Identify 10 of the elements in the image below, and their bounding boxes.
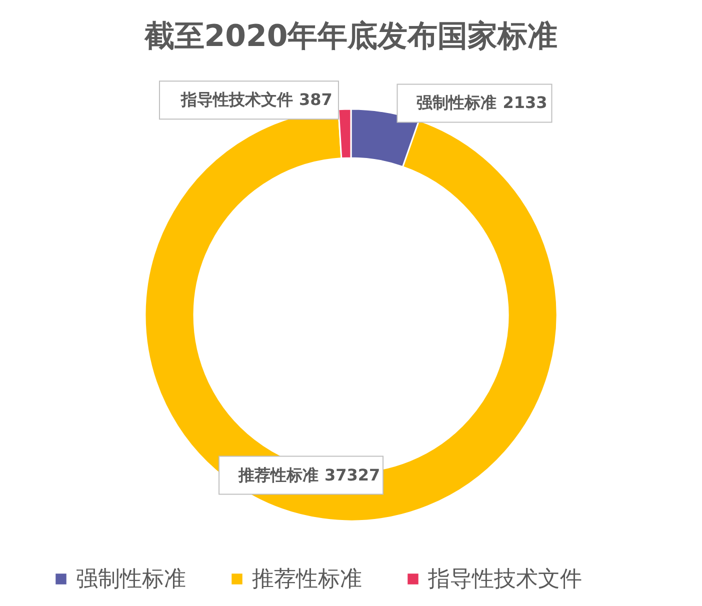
legend-label: 推荐性标准 (252, 567, 362, 592)
data-label: 2133 (502, 93, 548, 112)
slice-label: 强制性标准 (416, 93, 497, 112)
slice-label: 指导性技术文件 (180, 90, 293, 110)
chart-title: 截至2020年年底发布国家标准 (143, 19, 558, 54)
legend-label: 指导性技术文件 (427, 567, 582, 592)
data-label: 37327 (324, 465, 380, 484)
slice-label: 推荐性标准 (238, 465, 319, 484)
legend-label: 强制性标准 (76, 567, 186, 592)
data-label: 387 (298, 90, 332, 110)
